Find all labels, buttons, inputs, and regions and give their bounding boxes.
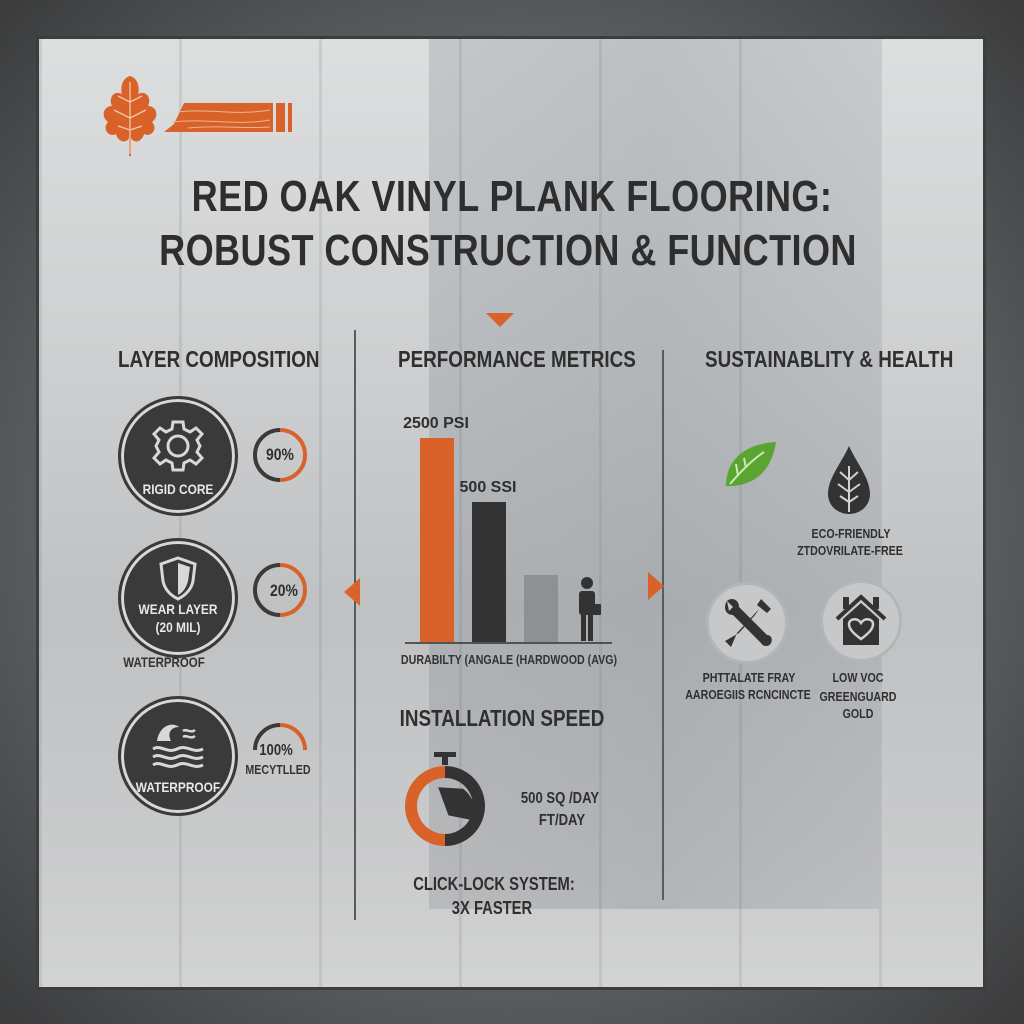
rigid-core-label: RIGID CORE — [142, 481, 214, 497]
wear-layer-label-1: WEAR LAYER — [138, 601, 218, 617]
durability-chart: 2500 PSI 500 SSI — [403, 415, 612, 644]
click-lock-line-1: CLICK-LOCK SYSTEM: — [413, 874, 575, 894]
stopwatch-icon — [405, 752, 485, 846]
sustainability-header: SUSTAINABLITY & HEALTH — [705, 346, 954, 372]
chart-xlabel: DURABILTY (ANGALE (HARDWOOD (AVG) — [400, 652, 618, 667]
bar-0 — [420, 438, 454, 642]
wear-layer-caption: WATERPROOF — [123, 654, 205, 670]
background-machine — [429, 39, 879, 909]
progress-ring-100 — [253, 723, 307, 751]
triangle-right-icon — [648, 572, 664, 600]
installation-header: INSTALLATION SPEED — [399, 705, 605, 731]
title-line-1: RED OAK VINYL PLANK FLOORING: — [191, 172, 833, 221]
bar-2 — [524, 575, 558, 642]
waterproof-badge: WATERPROOF — [118, 696, 238, 816]
install-rate-line-2: FT/DAY — [538, 812, 586, 829]
eco-line-1: ECO-FRIENDLY — [811, 526, 891, 541]
title-line-2: ROBUST CONSTRUCTION & FUNCTION — [159, 226, 857, 275]
progress-ring-90 — [253, 428, 307, 482]
rigid-core-percent: 90% — [266, 445, 294, 464]
divider-left — [354, 330, 356, 920]
waves-icon — [152, 724, 204, 768]
wear-layer-percent: 20% — [270, 581, 298, 600]
rigid-core-badge: RIGID CORE — [118, 396, 238, 516]
logo — [103, 76, 292, 156]
progress-ring-20 — [253, 563, 307, 617]
install-rate-line-1: 500 SQ /DAY — [520, 790, 600, 807]
person-icon — [579, 577, 601, 641]
tools-line-2: AAROEGIIS RCNCINCTE — [685, 687, 811, 702]
bar-label-1: 500 SSI — [460, 479, 517, 496]
performance-header: PERFORMANCE METRICS — [398, 346, 636, 372]
eco-line-2: ZTDOVRILATE-FREE — [797, 543, 903, 558]
recycled-percent: 100% — [259, 742, 293, 759]
tools-badge — [706, 582, 788, 664]
bar-1 — [472, 502, 506, 642]
divider-right — [662, 350, 664, 900]
house-heart-icon — [835, 594, 887, 645]
wear-layer-label-2: (20 MIL) — [155, 619, 201, 635]
tools-line-1: PHTTALATE FRAY — [702, 670, 796, 685]
wood-plank-icon — [164, 103, 292, 132]
triangle-down-icon — [486, 313, 514, 327]
gear-icon — [151, 420, 205, 472]
voc-line-1: LOW VOC — [832, 670, 884, 685]
triangle-left-icon — [344, 578, 360, 606]
waterproof-label: WATERPROOF — [135, 779, 221, 795]
wear-layer-badge: WEAR LAYER (20 MIL) — [118, 538, 238, 658]
click-lock-line-2: 3X FASTER — [451, 898, 533, 918]
voc-line-3: GOLD — [842, 706, 874, 721]
oak-leaf-icon — [103, 76, 157, 156]
bar-label-0: 2500 PSI — [403, 415, 469, 432]
recycled-caption: MECYTLLED — [245, 762, 311, 777]
low-voc-badge — [820, 580, 902, 662]
infographic-panel — [36, 36, 986, 990]
water-drop-leaf-icon — [828, 446, 870, 514]
wrench-screwdriver-icon — [725, 599, 772, 647]
green-leaf-icon — [726, 442, 776, 486]
shield-icon — [159, 556, 197, 601]
voc-line-2: GREENGUARD — [819, 689, 897, 704]
layer-composition-header: LAYER COMPOSITION — [118, 346, 320, 372]
